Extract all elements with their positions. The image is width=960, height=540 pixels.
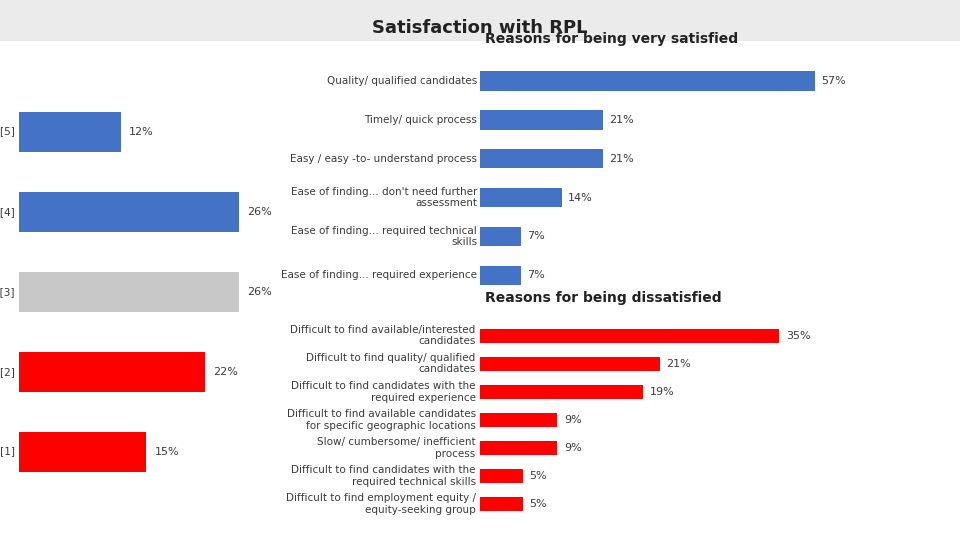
Text: Difficult to find quality/ qualified
candidates: Difficult to find quality/ qualified can… <box>306 353 476 374</box>
Bar <box>19 192 239 232</box>
Text: Ease of finding... required technical
skills: Ease of finding... required technical sk… <box>291 226 477 247</box>
Bar <box>480 469 523 483</box>
Bar <box>480 497 523 511</box>
Text: Difficult to find employment equity /
equity-seeking group: Difficult to find employment equity / eq… <box>286 494 476 515</box>
Bar <box>480 384 642 399</box>
Text: Very dissatisfied [1]: Very dissatisfied [1] <box>0 447 15 457</box>
Bar <box>19 431 146 471</box>
Text: 21%: 21% <box>666 359 691 369</box>
Text: Slow/ cumbersome/ inefficient
process: Slow/ cumbersome/ inefficient process <box>317 437 476 459</box>
Bar <box>480 266 521 285</box>
Bar <box>480 110 604 130</box>
Text: 12%: 12% <box>129 126 154 137</box>
Text: Difficult to find candidates with the
required experience: Difficult to find candidates with the re… <box>291 381 476 402</box>
Text: 15%: 15% <box>155 447 179 457</box>
Text: 9%: 9% <box>564 415 582 425</box>
Text: 14%: 14% <box>568 193 593 202</box>
Text: 26%: 26% <box>248 287 272 296</box>
Text: 21%: 21% <box>610 154 635 164</box>
Text: 35%: 35% <box>786 330 811 341</box>
Bar <box>480 227 521 246</box>
Text: Difficult to find candidates with the
required technical skills: Difficult to find candidates with the re… <box>291 465 476 487</box>
Bar <box>480 441 557 455</box>
Text: Satisfaction with RPL: Satisfaction with RPL <box>372 19 588 37</box>
Text: Somewhat dissatisfied [2]: Somewhat dissatisfied [2] <box>0 367 15 376</box>
Bar <box>480 413 557 427</box>
Text: Easy / easy -to- understand process: Easy / easy -to- understand process <box>290 154 477 164</box>
Bar <box>480 328 780 342</box>
Bar <box>480 356 660 370</box>
Text: Somewhat satisfied [4]: Somewhat satisfied [4] <box>0 207 15 217</box>
Bar <box>480 188 563 207</box>
Text: Ease of finding... required experience: Ease of finding... required experience <box>281 270 477 280</box>
Text: 57%: 57% <box>821 76 846 86</box>
Text: Quality/ qualified candidates: Quality/ qualified candidates <box>326 76 477 86</box>
Text: Neither satisfied nor dissatisfied [3]: Neither satisfied nor dissatisfied [3] <box>0 287 15 296</box>
Bar <box>480 149 604 168</box>
Bar <box>480 71 815 91</box>
Text: 26%: 26% <box>248 207 272 217</box>
Text: 7%: 7% <box>527 270 544 280</box>
Text: 22%: 22% <box>213 367 238 376</box>
Text: Difficult to find available/interested
candidates: Difficult to find available/interested c… <box>291 325 476 346</box>
Text: Ease of finding... don't need further
assessment: Ease of finding... don't need further as… <box>291 187 477 208</box>
Text: Reasons for being dissatisfied: Reasons for being dissatisfied <box>485 291 721 305</box>
Text: 5%: 5% <box>530 471 547 481</box>
Text: 5%: 5% <box>530 499 547 509</box>
Text: 9%: 9% <box>564 443 582 453</box>
Bar <box>19 112 121 152</box>
Text: Reasons for being very satisfied: Reasons for being very satisfied <box>485 32 738 46</box>
Bar <box>19 272 239 312</box>
Text: Difficult to find available candidates
for specific geographic locations: Difficult to find available candidates f… <box>287 409 476 431</box>
Bar <box>19 352 205 392</box>
Text: 19%: 19% <box>649 387 674 397</box>
Text: 21%: 21% <box>610 115 635 125</box>
Text: 7%: 7% <box>527 232 544 241</box>
Text: Very satisfied [5]: Very satisfied [5] <box>0 126 15 137</box>
Text: Timely/ quick process: Timely/ quick process <box>364 115 477 125</box>
